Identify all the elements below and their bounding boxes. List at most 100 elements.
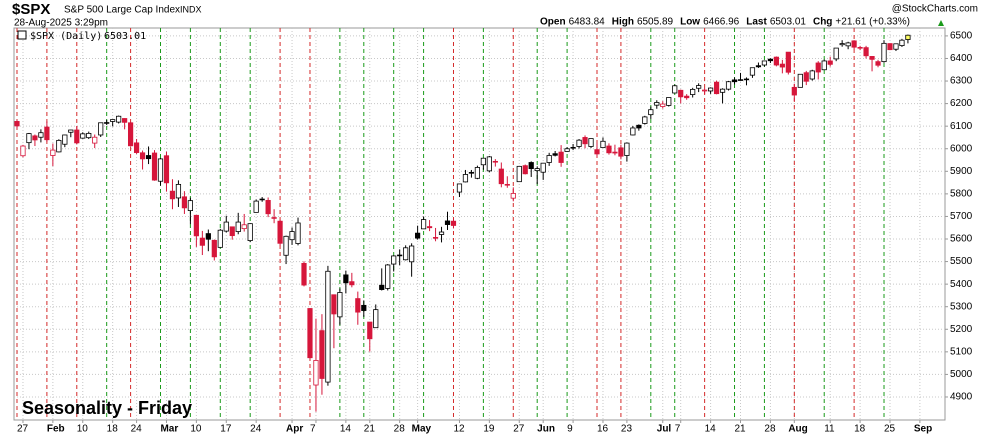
candle-body [181,196,188,209]
candle-body [534,168,540,172]
y-tick-label: 5100 [950,346,973,357]
x-tick-label: May [412,424,432,435]
candle-body [899,39,905,47]
x-tick-label: 19 [483,424,495,435]
candle-body [731,79,738,83]
candle-body [38,132,44,138]
candle-body [361,304,367,311]
candle-body [833,47,839,60]
candle-body [827,60,833,65]
x-tick-label: Apr [286,424,303,435]
y-tick-label: 6400 [950,53,973,64]
candle-body [420,219,427,230]
candle-body [875,61,881,66]
x-tick-label: 24 [131,424,143,435]
y-tick-label: 6200 [950,98,973,109]
candle-body [151,152,158,181]
candle-body [887,43,893,51]
y-tick-label: 5800 [950,189,973,200]
candle-body [127,122,134,147]
candle-body [211,239,217,258]
candle-body [295,222,301,244]
candle-body [660,103,666,107]
candle-body [74,129,80,144]
candle-body [44,126,50,141]
candle-body [86,132,92,139]
candle-body [56,139,62,153]
candle-body [492,160,498,163]
candle-body [32,135,38,141]
candle-body [468,172,475,174]
x-tick-label: 25 [884,424,896,435]
quote-label: Last [746,17,767,28]
candle-body [409,245,415,263]
x-tick-label: 23 [621,424,633,435]
candle-body [415,232,421,239]
candle-body [397,254,403,257]
candle-body [68,129,74,133]
x-tick-label: 14 [340,424,352,435]
y-tick-label: 5600 [950,234,973,245]
candle-body [713,81,720,95]
candle-body [247,223,253,241]
y-tick-label: 6300 [950,76,973,87]
candle-body [672,85,678,94]
x-tick-label: 18 [107,424,119,435]
candle-body [755,65,762,68]
candle-body [516,165,522,183]
candle-body [122,118,128,123]
candle-body [289,231,295,241]
x-tick-label: 10 [190,424,202,435]
candle-body [444,220,451,225]
quote-label: High [612,17,634,28]
candle-body [743,78,750,81]
candle-body [684,95,690,99]
candle-body [636,124,642,129]
candle-body [50,149,56,156]
candle-body [618,147,624,157]
x-tick-label: Aug [788,424,807,435]
legend-label: $SPX (Daily) [30,31,102,42]
plot-frame [13,27,946,421]
candle-body [349,281,355,286]
candle-body [761,60,768,66]
candle-body [187,200,193,211]
candle-body [588,138,594,147]
candle-body [331,294,337,315]
candle-body [552,153,558,156]
candle-body [145,155,152,160]
candle-body [450,220,457,226]
candle-body [708,87,714,92]
candle-body [767,58,774,62]
quote-label: Open [540,17,566,28]
x-tick-label: Feb [47,424,65,435]
quote-value: 6505.89 [637,17,674,28]
quote-value: 6503.01 [770,17,807,28]
candle-body [133,142,140,153]
candle-body [869,56,875,60]
candle-body [403,247,409,261]
y-tick-label: 6100 [950,121,973,132]
candle-body [379,284,385,290]
x-tick-label: 27 [513,424,525,435]
candle-body [14,121,20,127]
x-tick-label: 17 [220,424,232,435]
candle-body [26,133,32,144]
x-tick-label: 14 [705,424,717,435]
x-tick-label: 21 [735,424,747,435]
candle-body [696,85,702,89]
y-tick-label: 5500 [950,256,973,267]
candle-body [642,116,648,124]
candle-body [229,226,235,237]
x-tick-label: 10 [77,424,89,435]
x-tick-label: 21 [364,424,376,435]
x-tick-label: 28 [394,424,406,435]
candle-body [486,156,492,172]
candle-body [504,183,510,186]
plot-layer [14,28,945,420]
candle-body [337,292,343,318]
candle-body [139,152,146,160]
y-tick-label: 5400 [950,279,973,290]
x-tick-label: 9 [567,424,573,435]
